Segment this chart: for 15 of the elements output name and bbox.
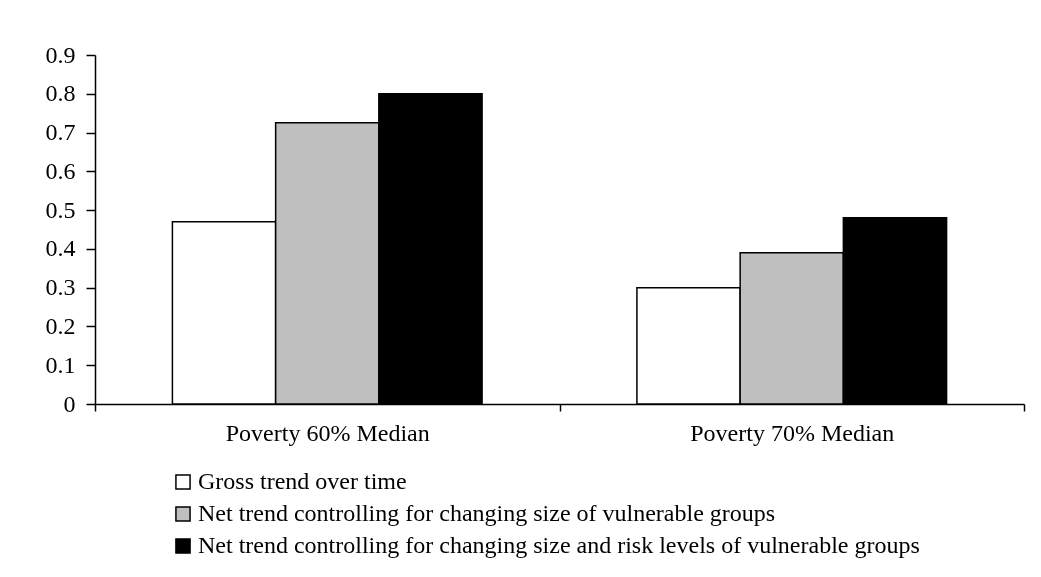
y-tick-label: 0.1 [45,351,76,378]
legend-label: Net trend controlling for changing size of vulnerable groups [198,500,776,526]
y-tick-label: 0 [63,390,76,417]
y-tick-label: 0.5 [45,196,76,223]
y-tick-label: 0.8 [45,80,76,107]
legend-label: Gross trend over time [198,468,407,494]
x-tick-label: Poverty 70% Median [690,419,895,446]
y-tick-label: 0.4 [45,235,76,262]
y-tick-label: 0.9 [45,41,76,68]
x-tick-label: Poverty 60% Median [225,419,430,446]
y-tick-label: 0.2 [45,312,76,339]
y-tick-label: 0.7 [45,119,76,146]
legend-label: Net trend controlling for changing size and risk levels of vulnerable groups [198,532,920,558]
y-tick-label: 0.6 [45,157,76,184]
y-tick-label: 0.3 [45,274,76,301]
